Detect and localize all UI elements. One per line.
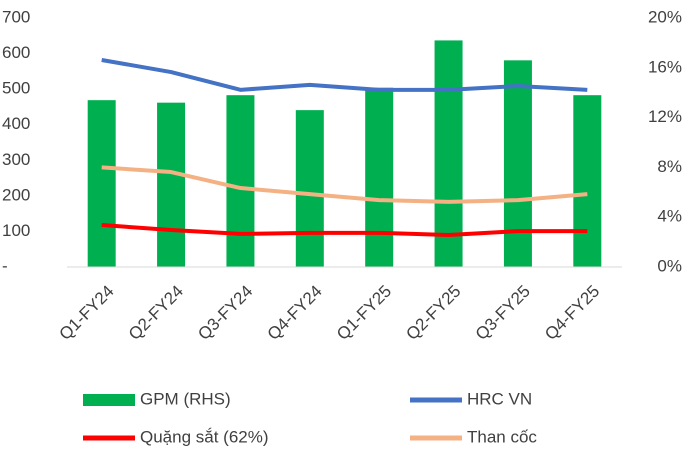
bar: [434, 40, 463, 267]
legend-swatch: [83, 394, 135, 406]
y-tick-label: 100: [2, 221, 30, 240]
y2-tick-label: 20%: [648, 7, 682, 26]
x-tick-label: Q3-FY24: [194, 282, 256, 344]
bar: [503, 60, 532, 267]
bar: [573, 95, 602, 267]
y-tick-label: 300: [2, 150, 30, 169]
y-tick-label: -: [2, 256, 8, 275]
bar: [157, 102, 186, 267]
bar: [365, 87, 394, 267]
y2-tick-label: 16%: [648, 57, 682, 76]
y2-tick-label: 4%: [657, 207, 682, 226]
x-tick-label: Q2-FY24: [125, 282, 187, 344]
legend-label: HRC VN: [467, 389, 532, 408]
line: [101, 165, 588, 204]
y2-tick-label: 8%: [657, 157, 682, 176]
y2-tick-label: 0%: [657, 256, 682, 275]
bar: [87, 100, 116, 267]
line: [101, 58, 588, 92]
y-tick-label: 700: [2, 7, 30, 26]
y-tick-label: 500: [2, 79, 30, 98]
x-tick-label: Q2-FY25: [402, 282, 464, 344]
legend-label: GPM (RHS): [140, 389, 231, 408]
x-tick-label: Q4-FY24: [264, 282, 326, 344]
y-tick-label: 600: [2, 43, 30, 62]
x-tick-label: Q4-FY25: [541, 282, 603, 344]
legend-label: Quặng sắt (62%): [140, 427, 269, 446]
y2-tick-label: 12%: [648, 107, 682, 126]
y-tick-label: 400: [2, 114, 30, 133]
x-tick-label: Q1-FY25: [333, 282, 395, 344]
bar: [226, 95, 255, 267]
line: [101, 223, 588, 237]
x-tick-label: Q3-FY25: [472, 282, 534, 344]
x-tick-label: Q1-FY24: [55, 282, 117, 344]
y-tick-label: 200: [2, 185, 30, 204]
legend-label: Than cốc: [467, 427, 537, 446]
bar: [295, 110, 324, 267]
